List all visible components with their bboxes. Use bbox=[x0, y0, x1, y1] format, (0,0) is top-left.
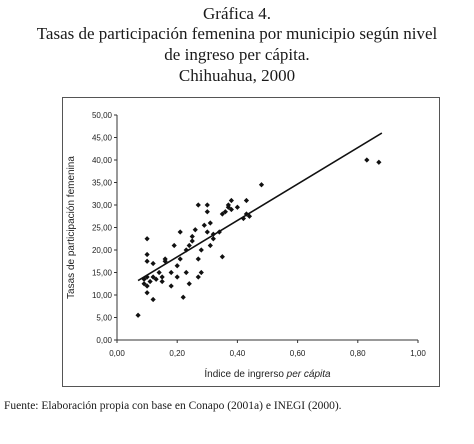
y-tick-label: 45,00 bbox=[92, 134, 113, 143]
data-point bbox=[210, 231, 216, 237]
data-point bbox=[147, 278, 153, 285]
x-axis-label: Índice de ingrerso per cápita bbox=[204, 367, 331, 380]
data-point bbox=[198, 269, 204, 276]
x-tick-labels: 0,00 0,20 0,40 0,60 0,80 1,00 bbox=[109, 349, 426, 358]
data-point bbox=[376, 159, 382, 165]
chart-subtitle: Chihuahua, 2000 bbox=[178, 66, 296, 85]
x-tick-label: 0,80 bbox=[350, 349, 366, 358]
data-point bbox=[144, 283, 150, 289]
data-point bbox=[168, 283, 174, 289]
y-tick-label: 0,00 bbox=[96, 336, 112, 345]
figure-number: Gráfica 4. bbox=[203, 4, 271, 23]
data-point bbox=[195, 202, 201, 208]
data-point bbox=[156, 269, 162, 276]
y-tick-label: 35,00 bbox=[92, 179, 113, 188]
source-note: Fuente: Elaboración propia con base en C… bbox=[4, 400, 342, 412]
data-point bbox=[174, 274, 180, 280]
data-point bbox=[195, 256, 201, 262]
y-tick-label: 15,00 bbox=[92, 269, 113, 278]
data-point bbox=[144, 274, 150, 280]
data-point bbox=[189, 238, 195, 244]
data-point bbox=[228, 206, 234, 213]
data-point bbox=[171, 242, 177, 249]
data-point bbox=[234, 204, 240, 210]
axes bbox=[114, 114, 419, 343]
data-point bbox=[204, 209, 210, 215]
x-tick-label: 0,40 bbox=[230, 349, 246, 358]
data-point bbox=[150, 274, 156, 280]
data-point bbox=[150, 296, 156, 303]
data-point bbox=[159, 274, 165, 280]
data-point bbox=[243, 197, 250, 204]
x-tick-label: 0,60 bbox=[290, 349, 306, 358]
data-point bbox=[240, 215, 247, 222]
data-point bbox=[174, 263, 180, 269]
data-point bbox=[177, 256, 183, 262]
data-point bbox=[168, 269, 174, 276]
data-point bbox=[159, 278, 165, 285]
data-point bbox=[207, 220, 213, 226]
y-tick-labels: 0,00 5,00 10,00 15,00 20,00 25,00 30,00 35,00 40… bbox=[92, 111, 113, 345]
data-point bbox=[198, 247, 204, 253]
data-point bbox=[186, 281, 192, 287]
data-point bbox=[144, 258, 150, 264]
x-tick-label: 1,00 bbox=[410, 349, 426, 358]
data-point bbox=[228, 197, 234, 204]
data-point bbox=[144, 251, 150, 258]
y-tick-label: 5,00 bbox=[96, 314, 112, 323]
data-point bbox=[162, 256, 168, 262]
data-point bbox=[192, 227, 198, 233]
chart-title-line-1: Tasas de participación femenina por muni… bbox=[36, 24, 438, 43]
x-tick-label: 0,00 bbox=[109, 349, 125, 358]
data-point bbox=[177, 229, 183, 235]
data-point bbox=[183, 269, 189, 276]
data-point bbox=[210, 236, 216, 242]
data-point bbox=[135, 312, 141, 318]
chart-title-line-2: de ingreso per cápita. bbox=[164, 45, 310, 64]
y-axis-label: Tasas de participación femenina bbox=[66, 156, 77, 299]
data-point bbox=[204, 202, 210, 208]
data-point bbox=[141, 276, 147, 282]
data-point bbox=[153, 276, 159, 282]
data-point bbox=[222, 209, 228, 215]
data-point bbox=[144, 236, 150, 242]
trend-line bbox=[137, 132, 383, 282]
data-point bbox=[195, 274, 201, 280]
y-tick-label: 25,00 bbox=[92, 224, 113, 233]
y-tick-label: 50,00 bbox=[92, 111, 113, 120]
data-point bbox=[219, 211, 225, 217]
data-point bbox=[219, 254, 225, 260]
data-point bbox=[258, 182, 265, 188]
data-point bbox=[225, 202, 231, 208]
data-point bbox=[189, 233, 195, 240]
y-tick-label: 40,00 bbox=[92, 156, 113, 165]
data-point bbox=[183, 247, 189, 253]
data-point bbox=[243, 211, 250, 217]
data-point bbox=[186, 242, 192, 249]
y-tick-label: 20,00 bbox=[92, 246, 113, 255]
data-point bbox=[246, 213, 253, 219]
data-point bbox=[141, 281, 147, 287]
data-point bbox=[150, 260, 156, 267]
y-tick-label: 10,00 bbox=[92, 291, 113, 300]
data-point bbox=[364, 157, 370, 163]
data-point bbox=[180, 294, 186, 300]
data-point bbox=[216, 229, 222, 235]
chart-frame bbox=[62, 97, 440, 387]
x-tick-label: 0,20 bbox=[169, 349, 185, 358]
x-axis-label-italic: per cápita bbox=[286, 369, 331, 380]
data-point bbox=[207, 242, 213, 249]
data-point bbox=[204, 229, 210, 235]
data-point bbox=[144, 290, 150, 296]
data-points bbox=[135, 157, 382, 318]
x-axis-label-main: Índice de ingrerso bbox=[204, 367, 286, 380]
y-tick-label: 30,00 bbox=[92, 201, 113, 210]
data-point bbox=[201, 222, 207, 228]
